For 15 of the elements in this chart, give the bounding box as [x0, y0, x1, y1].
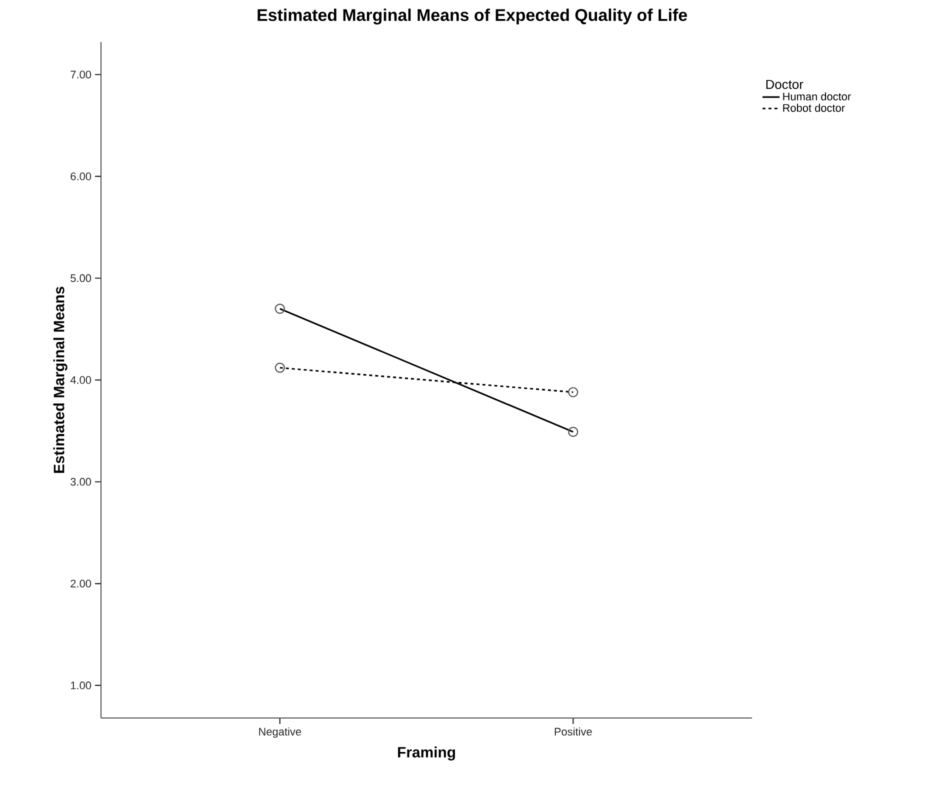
y-tick-label: 1.00 — [70, 682, 92, 690]
y-tick-label: 4.00 — [70, 376, 92, 384]
legend-label: Robot doctor — [783, 104, 845, 112]
legend-label: Human doctor — [783, 92, 851, 100]
x-tick-label: Positive — [554, 728, 592, 736]
x-tick-label: Negative — [259, 728, 302, 738]
y-axis-title: Estimated Marginal Means — [53, 286, 68, 473]
y-tick-label: 5.00 — [70, 274, 92, 282]
y-tick-label: 2.00 — [70, 580, 92, 588]
legend-title: Doctor — [766, 80, 804, 89]
y-tick-label: 3.00 — [70, 478, 92, 486]
x-axis-title: Framing — [398, 746, 455, 761]
chart-title: Estimated Marginal Means of Expected Quality of Life — [258, 8, 688, 24]
y-tick-label: 6.00 — [70, 172, 92, 180]
y-tick-label: 7.00 — [70, 70, 92, 78]
